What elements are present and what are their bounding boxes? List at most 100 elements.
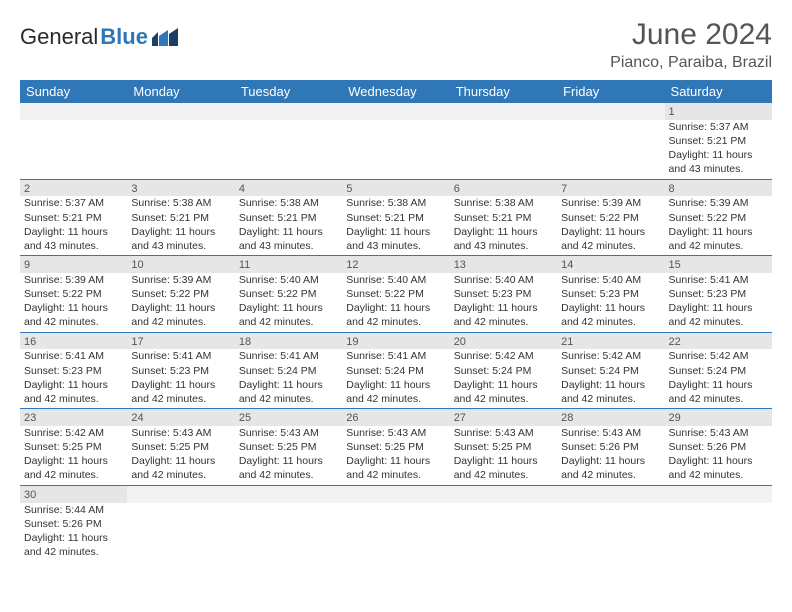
day-info-cell: Sunrise: 5:41 AMSunset: 5:23 PMDaylight:…	[20, 349, 127, 408]
sunrise-line: Sunrise: 5:44 AM	[24, 504, 104, 516]
sunrise-line: Sunrise: 5:43 AM	[561, 427, 641, 439]
daylight-line: Daylight: 11 hours and 42 minutes.	[454, 455, 538, 481]
day-number: 18	[239, 335, 338, 350]
sunrise-line: Sunrise: 5:39 AM	[669, 197, 749, 209]
day-info-cell: Sunrise: 5:39 AM Sunset: 5:22 PM Daylight:…	[665, 196, 772, 255]
day-info-cell	[342, 120, 449, 179]
sunset-line: Sunset: 5:21 PM	[669, 135, 747, 147]
daylight-line: Daylight: 11 hours and 42 minutes.	[131, 379, 215, 405]
day-number-cell	[450, 485, 557, 502]
sunrise-line: Sunrise: 5:38 AM	[346, 197, 426, 209]
day-info-cell: Sunrise: 5:39 AMSunset: 5:22 PMDaylight:…	[20, 273, 127, 332]
sunrise-line: Sunrise: 5:40 AM	[561, 274, 641, 286]
sunset-line: Sunset: 5:22 PM	[131, 288, 209, 300]
day-number: 2	[24, 182, 123, 197]
daylight-line: Daylight: 11 hours and 43 minutes.	[454, 226, 538, 252]
sunset-line: Sunset: 5:24 PM	[561, 365, 639, 377]
daylight-line: Daylight: 11 hours and 42 minutes.	[24, 532, 108, 558]
day-number-cell	[557, 485, 664, 502]
day-number: 30	[24, 488, 123, 503]
day-number-cell: 9	[20, 256, 127, 273]
daynum-row: 9101112131415	[20, 256, 772, 273]
day-info-cell: Sunrise: 5:39 AMSunset: 5:22 PMDaylight:…	[127, 273, 234, 332]
info-row: Sunrise: 5:37 AMSunset: 5:21 PMDaylight:…	[20, 120, 772, 179]
day-number-cell	[557, 103, 664, 120]
sunrise-line: Sunrise: 5:43 AM	[131, 427, 211, 439]
day-number-cell: 11	[235, 256, 342, 273]
daylight-line: Daylight: 11 hours and 42 minutes.	[561, 379, 645, 405]
day-number: 26	[346, 411, 445, 426]
sunrise-line: Sunrise: 5:39 AM	[131, 274, 211, 286]
sunset-line: Sunset: 5:22 PM	[561, 212, 639, 224]
day-info-cell: Sunrise: 5:38 AMSunset: 5:21 PMDaylight:…	[127, 196, 234, 255]
info-row: Sunrise: 5:41 AMSunset: 5:23 PMDaylight:…	[20, 349, 772, 408]
sunset-line: Sunset: 5:26 PM	[561, 441, 639, 453]
daylight-line: Daylight: 11 hours and 42 minutes.	[669, 226, 753, 252]
daylight-line: Daylight: 11 hours and 43 minutes.	[669, 149, 753, 175]
sunset-line: Sunset: 5:25 PM	[239, 441, 317, 453]
day-number-cell: 6	[450, 179, 557, 196]
day-number-cell: 27	[450, 409, 557, 426]
day-info-cell	[127, 120, 234, 179]
sunset-line: Sunset: 5:24 PM	[239, 365, 317, 377]
daylight-line: Daylight: 11 hours and 43 minutes.	[239, 226, 323, 252]
day-number-cell	[450, 103, 557, 120]
day-number-cell: 8	[665, 179, 772, 196]
sunset-line: Sunset: 5:24 PM	[346, 365, 424, 377]
sunset-line: Sunset: 5:26 PM	[24, 518, 102, 530]
weekday-header-row: SundayMondayTuesdayWednesdayThursdayFrid…	[20, 80, 772, 103]
sunrise-line: Sunrise: 5:37 AM	[24, 197, 104, 209]
sunrise-line: Sunrise: 5:42 AM	[669, 350, 749, 362]
day-number-cell: 3	[127, 179, 234, 196]
info-row: Sunrise: 5:37 AM Sunset: 5:21 PM Daylight:…	[20, 196, 772, 255]
sunset-line: Sunset: 5:25 PM	[346, 441, 424, 453]
weekday-header: Saturday	[665, 80, 772, 103]
day-number-cell: 5	[342, 179, 449, 196]
day-number-cell: 29	[665, 409, 772, 426]
sunrise-line: Sunrise: 5:40 AM	[239, 274, 319, 286]
sunrise-line: Sunrise: 5:41 AM	[239, 350, 319, 362]
daynum-row: 16171819202122	[20, 332, 772, 349]
sunset-line: Sunset: 5:22 PM	[669, 212, 747, 224]
sunset-line: Sunset: 5:21 PM	[346, 212, 424, 224]
day-info-cell: Sunrise: 5:42 AMSunset: 5:24 PMDaylight:…	[665, 349, 772, 408]
day-number-cell: 1	[665, 103, 772, 120]
day-number-cell: 25	[235, 409, 342, 426]
day-number: 14	[561, 258, 660, 273]
logo-word1: General	[20, 24, 98, 50]
daylight-line: Daylight: 11 hours and 42 minutes.	[454, 302, 538, 328]
day-number-cell: 21	[557, 332, 664, 349]
day-info-cell: Sunrise: 5:41 AMSunset: 5:23 PMDaylight:…	[127, 349, 234, 408]
day-info-cell: Sunrise: 5:43 AMSunset: 5:26 PMDaylight:…	[557, 426, 664, 485]
day-number: 27	[454, 411, 553, 426]
day-number-cell: 18	[235, 332, 342, 349]
day-number: 28	[561, 411, 660, 426]
day-number-cell	[342, 485, 449, 502]
daylight-line: Daylight: 11 hours and 42 minutes.	[24, 302, 108, 328]
day-info-cell	[342, 503, 449, 562]
daylight-line: Daylight: 11 hours and 42 minutes.	[239, 379, 323, 405]
weekday-header: Monday	[127, 80, 234, 103]
day-info-cell: Sunrise: 5:38 AMSunset: 5:21 PMDaylight:…	[450, 196, 557, 255]
sunset-line: Sunset: 5:21 PM	[131, 212, 209, 224]
info-row: Sunrise: 5:44 AM Sunset: 5:26 PM Daylight:…	[20, 503, 772, 562]
day-info-cell: Sunrise: 5:40 AMSunset: 5:23 PMDaylight:…	[450, 273, 557, 332]
day-number: 9	[24, 258, 123, 273]
daylight-line: Daylight: 11 hours and 42 minutes.	[561, 302, 645, 328]
sunrise-line: Sunrise: 5:41 AM	[346, 350, 426, 362]
sunset-line: Sunset: 5:24 PM	[669, 365, 747, 377]
info-row: Sunrise: 5:39 AM Sunset: 5:22 PM Daylight:…	[20, 273, 772, 332]
day-number: 5	[346, 182, 445, 197]
day-number: 22	[669, 335, 768, 350]
day-info-cell	[235, 120, 342, 179]
sunset-line: Sunset: 5:22 PM	[346, 288, 424, 300]
day-number: 4	[239, 182, 338, 197]
day-info-cell: Sunrise: 5:42 AMSunset: 5:25 PMDaylight:…	[20, 426, 127, 485]
sunrise-line: Sunrise: 5:41 AM	[669, 274, 749, 286]
day-number: 12	[346, 258, 445, 273]
logo: GeneralBlue	[20, 18, 178, 50]
sunset-line: Sunset: 5:21 PM	[454, 212, 532, 224]
sunset-line: Sunset: 5:23 PM	[669, 288, 747, 300]
sunset-line: Sunset: 5:25 PM	[454, 441, 532, 453]
daylight-line: Daylight: 11 hours and 42 minutes.	[239, 455, 323, 481]
